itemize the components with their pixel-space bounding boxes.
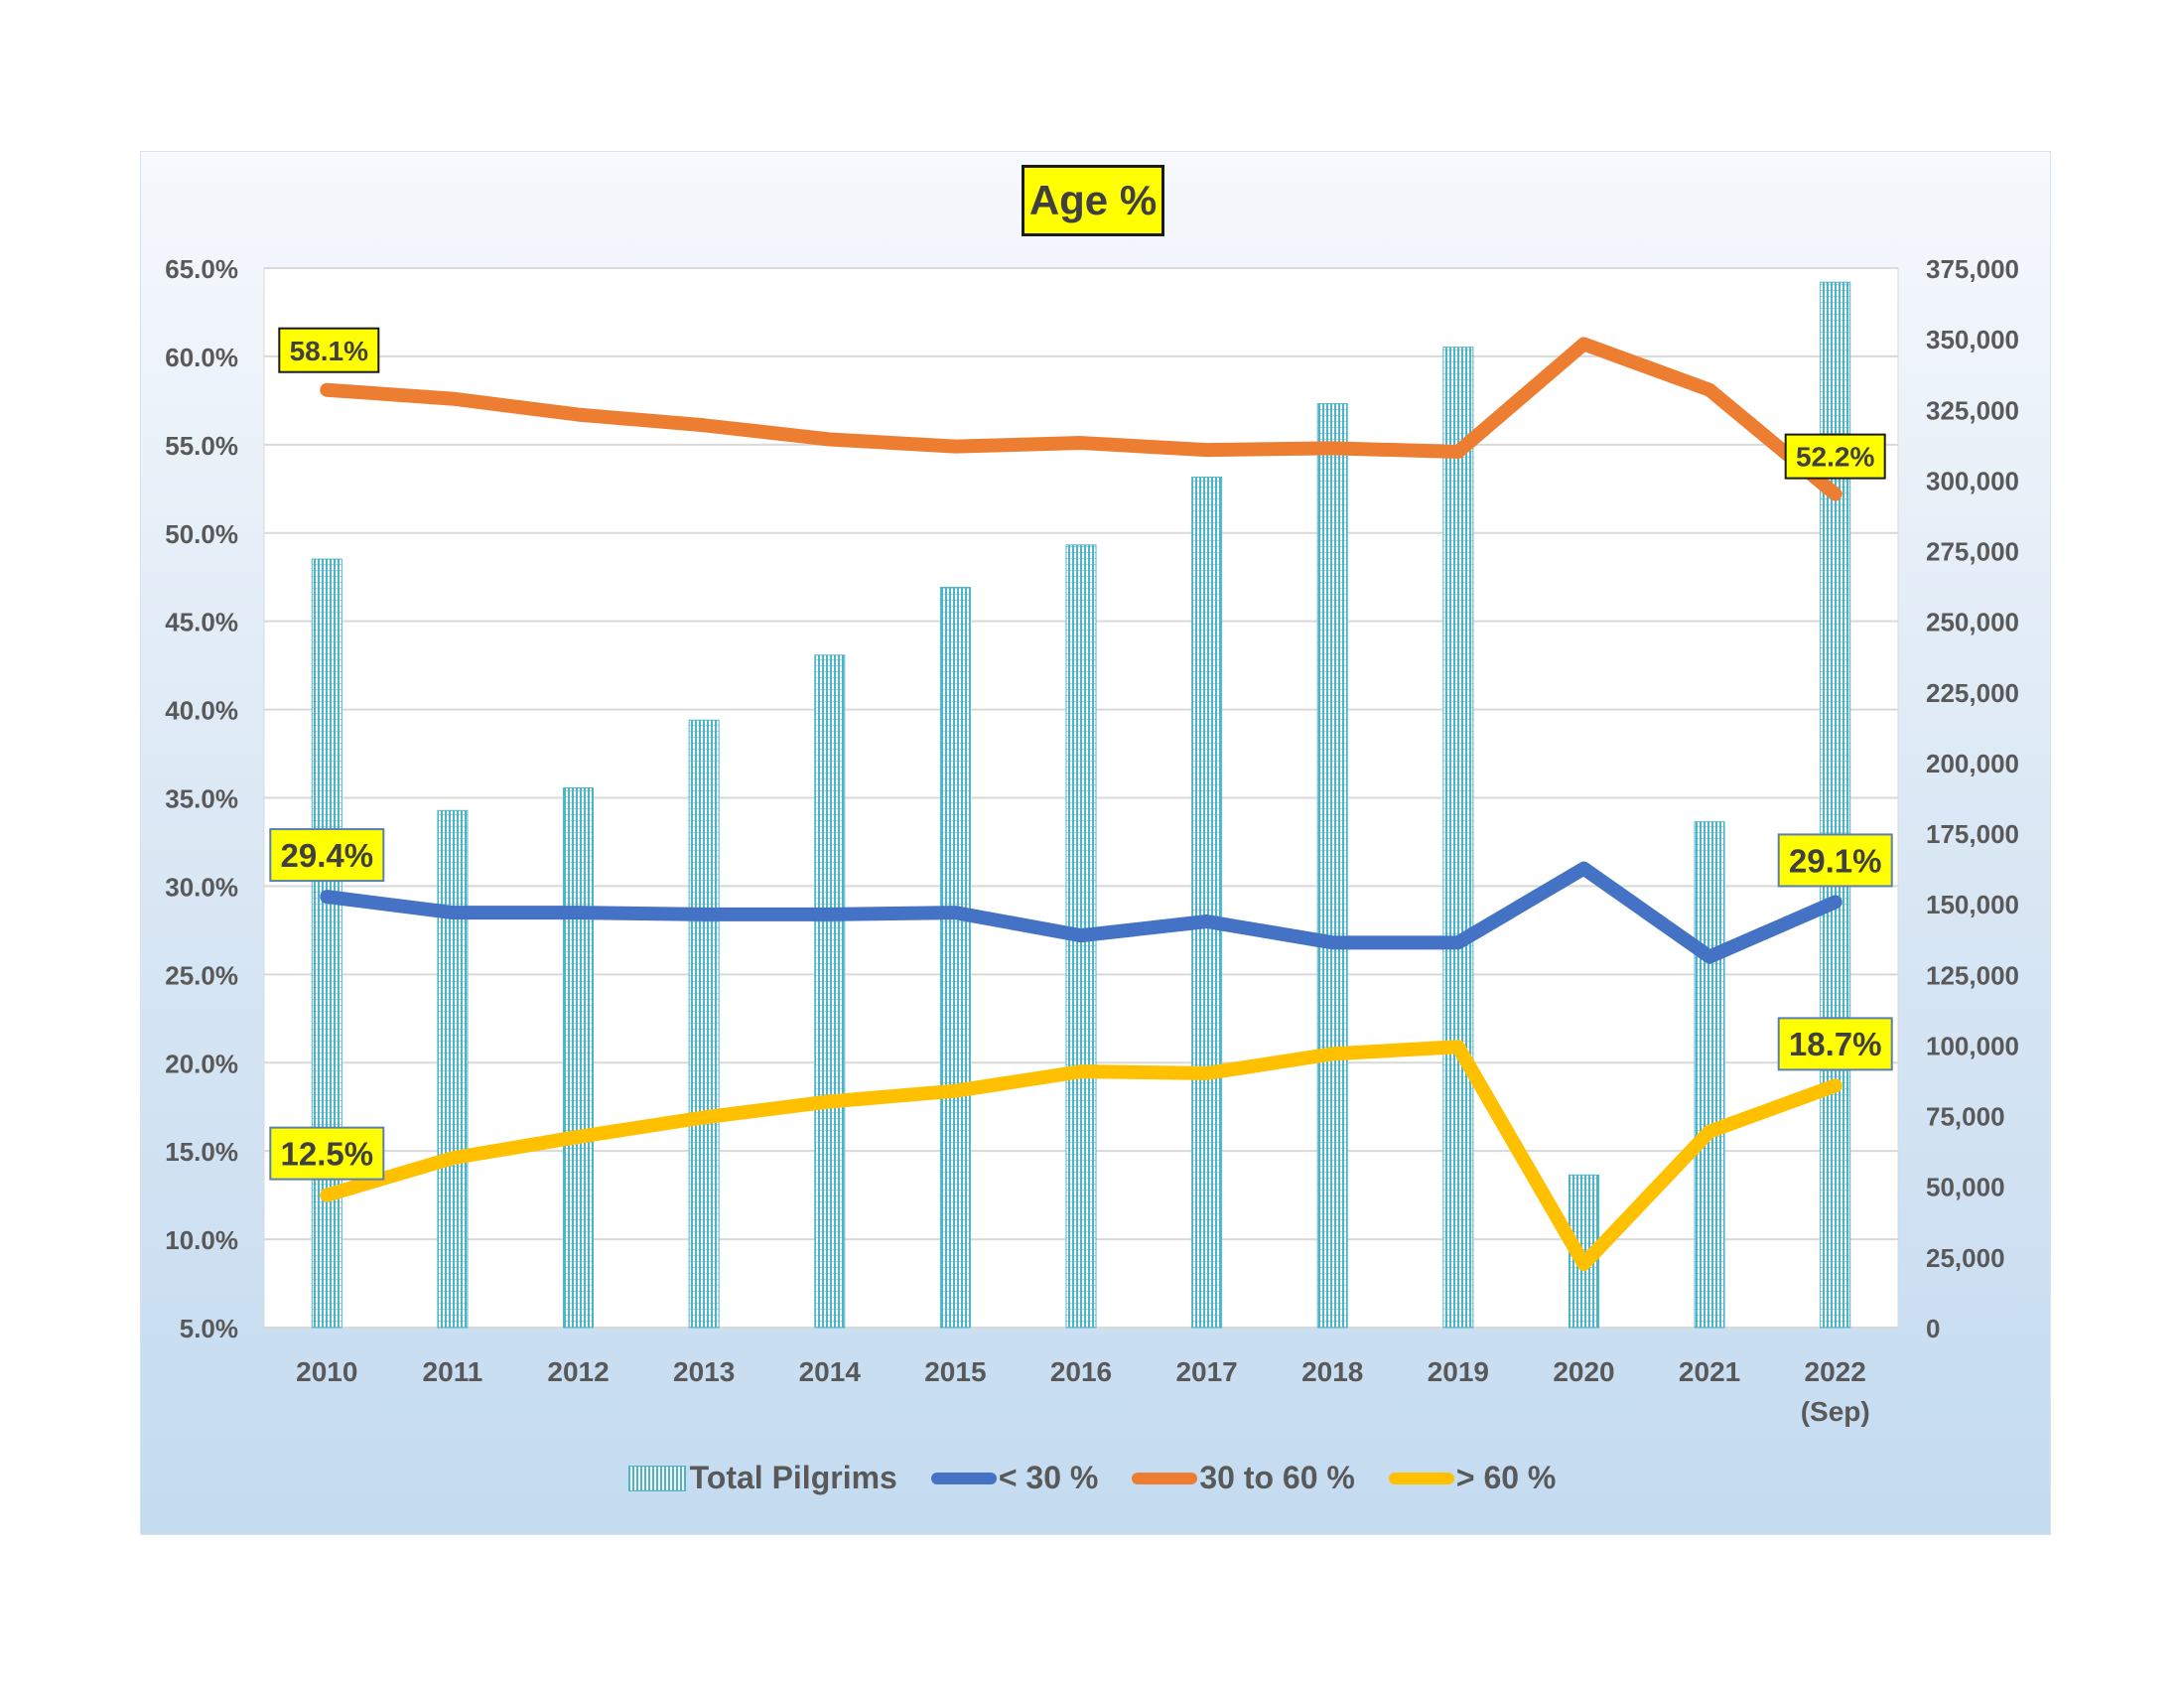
series-lines (320, 337, 1843, 1271)
x-axis-tick-label: 2021 (1679, 1356, 1740, 1387)
bar-total-pilgrims (311, 558, 342, 1329)
data-labels: 29.4% 29.1% 58.1% 52.2% 12.5% 18.7% (269, 327, 1893, 1181)
bar-total-pilgrims (1442, 347, 1474, 1329)
right-axis-tick-label: 125,000 (1926, 960, 2019, 990)
right-axis-tick-label: 350,000 (1926, 325, 2019, 354)
line-series (320, 337, 1843, 501)
left-axis-tick-label: 55.0% (165, 431, 238, 461)
x-axis-tick-label: 2017 (1175, 1356, 1237, 1387)
right-axis-tick-label: 325,000 (1926, 395, 2019, 425)
legend-label: Total Pilgrims (689, 1460, 897, 1495)
data-label-box (1777, 833, 1893, 888)
legend-label: < 30 % (998, 1460, 1099, 1495)
right-axis-tick-label: 50,000 (1926, 1173, 2005, 1202)
left-axis-tick-label: 40.0% (165, 696, 238, 726)
data-label-box (1784, 433, 1886, 480)
legend-item-30-to-60: 30 to 60 % (1132, 1460, 1355, 1496)
legend-item-under-30: < 30 % (930, 1460, 1099, 1496)
x-axis-tick-label: 2013 (673, 1356, 735, 1387)
left-axis-tick-label: 5.0% (180, 1314, 238, 1343)
right-axis-tick-label: 200,000 (1926, 749, 2019, 778)
data-label-box (1777, 1017, 1893, 1071)
left-axis-tick-label: 15.0% (165, 1137, 238, 1167)
bar-total-pilgrims (814, 654, 846, 1329)
legend-item-total-pilgrims: Total Pilgrims (627, 1460, 897, 1496)
bar-total-pilgrims (1694, 821, 1725, 1329)
x-axis-tick-label: 2022 (Sep) (1801, 1356, 1870, 1427)
legend-swatch-line (1132, 1472, 1198, 1484)
data-label-box (269, 828, 385, 883)
x-axis-tick-label: 2019 (1428, 1356, 1489, 1387)
right-axis-tick-label: 150,000 (1926, 890, 2019, 919)
legend-swatch-bar (627, 1465, 686, 1491)
left-axis-tick-label: 45.0% (165, 608, 238, 637)
legend-label: 30 to 60 % (1199, 1460, 1355, 1495)
bar-total-pilgrims (563, 787, 595, 1329)
left-axis-tick-label: 60.0% (165, 343, 238, 372)
left-axis-ticks: 5.0% 10.0% 15.0% 20.0% 25.0% 30.0% 35.0% 40.0% 4… (165, 254, 238, 1343)
right-axis-tick-label: 175,000 (1926, 819, 2019, 849)
data-label: 29.4% (281, 837, 374, 874)
x-axis-tick-label: 2014 (799, 1356, 862, 1387)
left-axis-tick-label: 10.0% (165, 1225, 238, 1255)
bar-total-pilgrims (437, 809, 469, 1329)
left-axis-tick-label: 20.0% (165, 1049, 238, 1078)
left-axis-tick-label: 25.0% (165, 960, 238, 990)
bar-total-pilgrims (1316, 403, 1348, 1329)
right-axis-tick-label: 0 (1926, 1314, 1940, 1343)
data-label-box (278, 327, 380, 373)
right-axis-ticks: 0 25,000 50,000 75,000 100,000 125,000 150,000… (1926, 254, 2019, 1343)
legend-label: > 60 % (1455, 1460, 1557, 1495)
right-axis-tick-label: 275,000 (1926, 537, 2019, 567)
x-axis-tick-label: 2015 (924, 1356, 986, 1387)
bar-total-pilgrims (688, 719, 720, 1329)
x-axis-tick-label: 2018 (1301, 1356, 1363, 1387)
chart-title: Age % (1022, 165, 1164, 236)
line-series (320, 861, 1843, 964)
right-axis-tick-label: 100,000 (1926, 1031, 2019, 1060)
right-axis-tick-label: 75,000 (1926, 1102, 2005, 1132)
data-label: 18.7% (1789, 1026, 1882, 1062)
x-axis-tick-label: 2012 (547, 1356, 609, 1387)
bars-total-pilgrims (311, 281, 1851, 1329)
left-axis-tick-label: 50.0% (165, 519, 238, 549)
legend-swatch-line (1388, 1472, 1454, 1484)
data-label: 58.1% (290, 336, 368, 366)
data-label: 29.1% (1789, 842, 1882, 879)
left-axis-tick-label: 35.0% (165, 784, 238, 814)
x-axis-ticks: 2010 2011 2012 2013 2014 2015 2016 2017 2018 2019… (296, 1356, 1870, 1427)
right-axis-tick-label: 225,000 (1926, 678, 2019, 708)
left-axis-tick-label: 65.0% (165, 254, 238, 284)
data-label: 52.2% (1796, 442, 1874, 473)
x-axis-tick-label: 2020 (1553, 1356, 1614, 1387)
right-axis-tick-label: 375,000 (1926, 254, 2019, 284)
legend-item-over-60: > 60 % (1388, 1460, 1557, 1496)
legend: Total Pilgrims < 30 % 30 to 60 % > 60 % (0, 1460, 2184, 1496)
x-axis-tick-label: 2011 (423, 1356, 483, 1387)
bar-total-pilgrims (1191, 477, 1223, 1329)
data-label: 12.5% (281, 1136, 374, 1173)
left-axis-tick-label: 30.0% (165, 872, 238, 902)
right-axis-tick-label: 250,000 (1926, 608, 2019, 637)
bar-total-pilgrims (939, 587, 971, 1329)
x-axis-tick-label: 2010 (296, 1356, 357, 1387)
x-axis-tick-label: 2016 (1050, 1356, 1112, 1387)
data-label-box (269, 1126, 385, 1181)
line-series (320, 1040, 1843, 1271)
legend-swatch-line (930, 1472, 997, 1484)
right-axis-tick-label: 25,000 (1926, 1243, 2005, 1273)
right-axis-tick-label: 300,000 (1926, 466, 2019, 495)
